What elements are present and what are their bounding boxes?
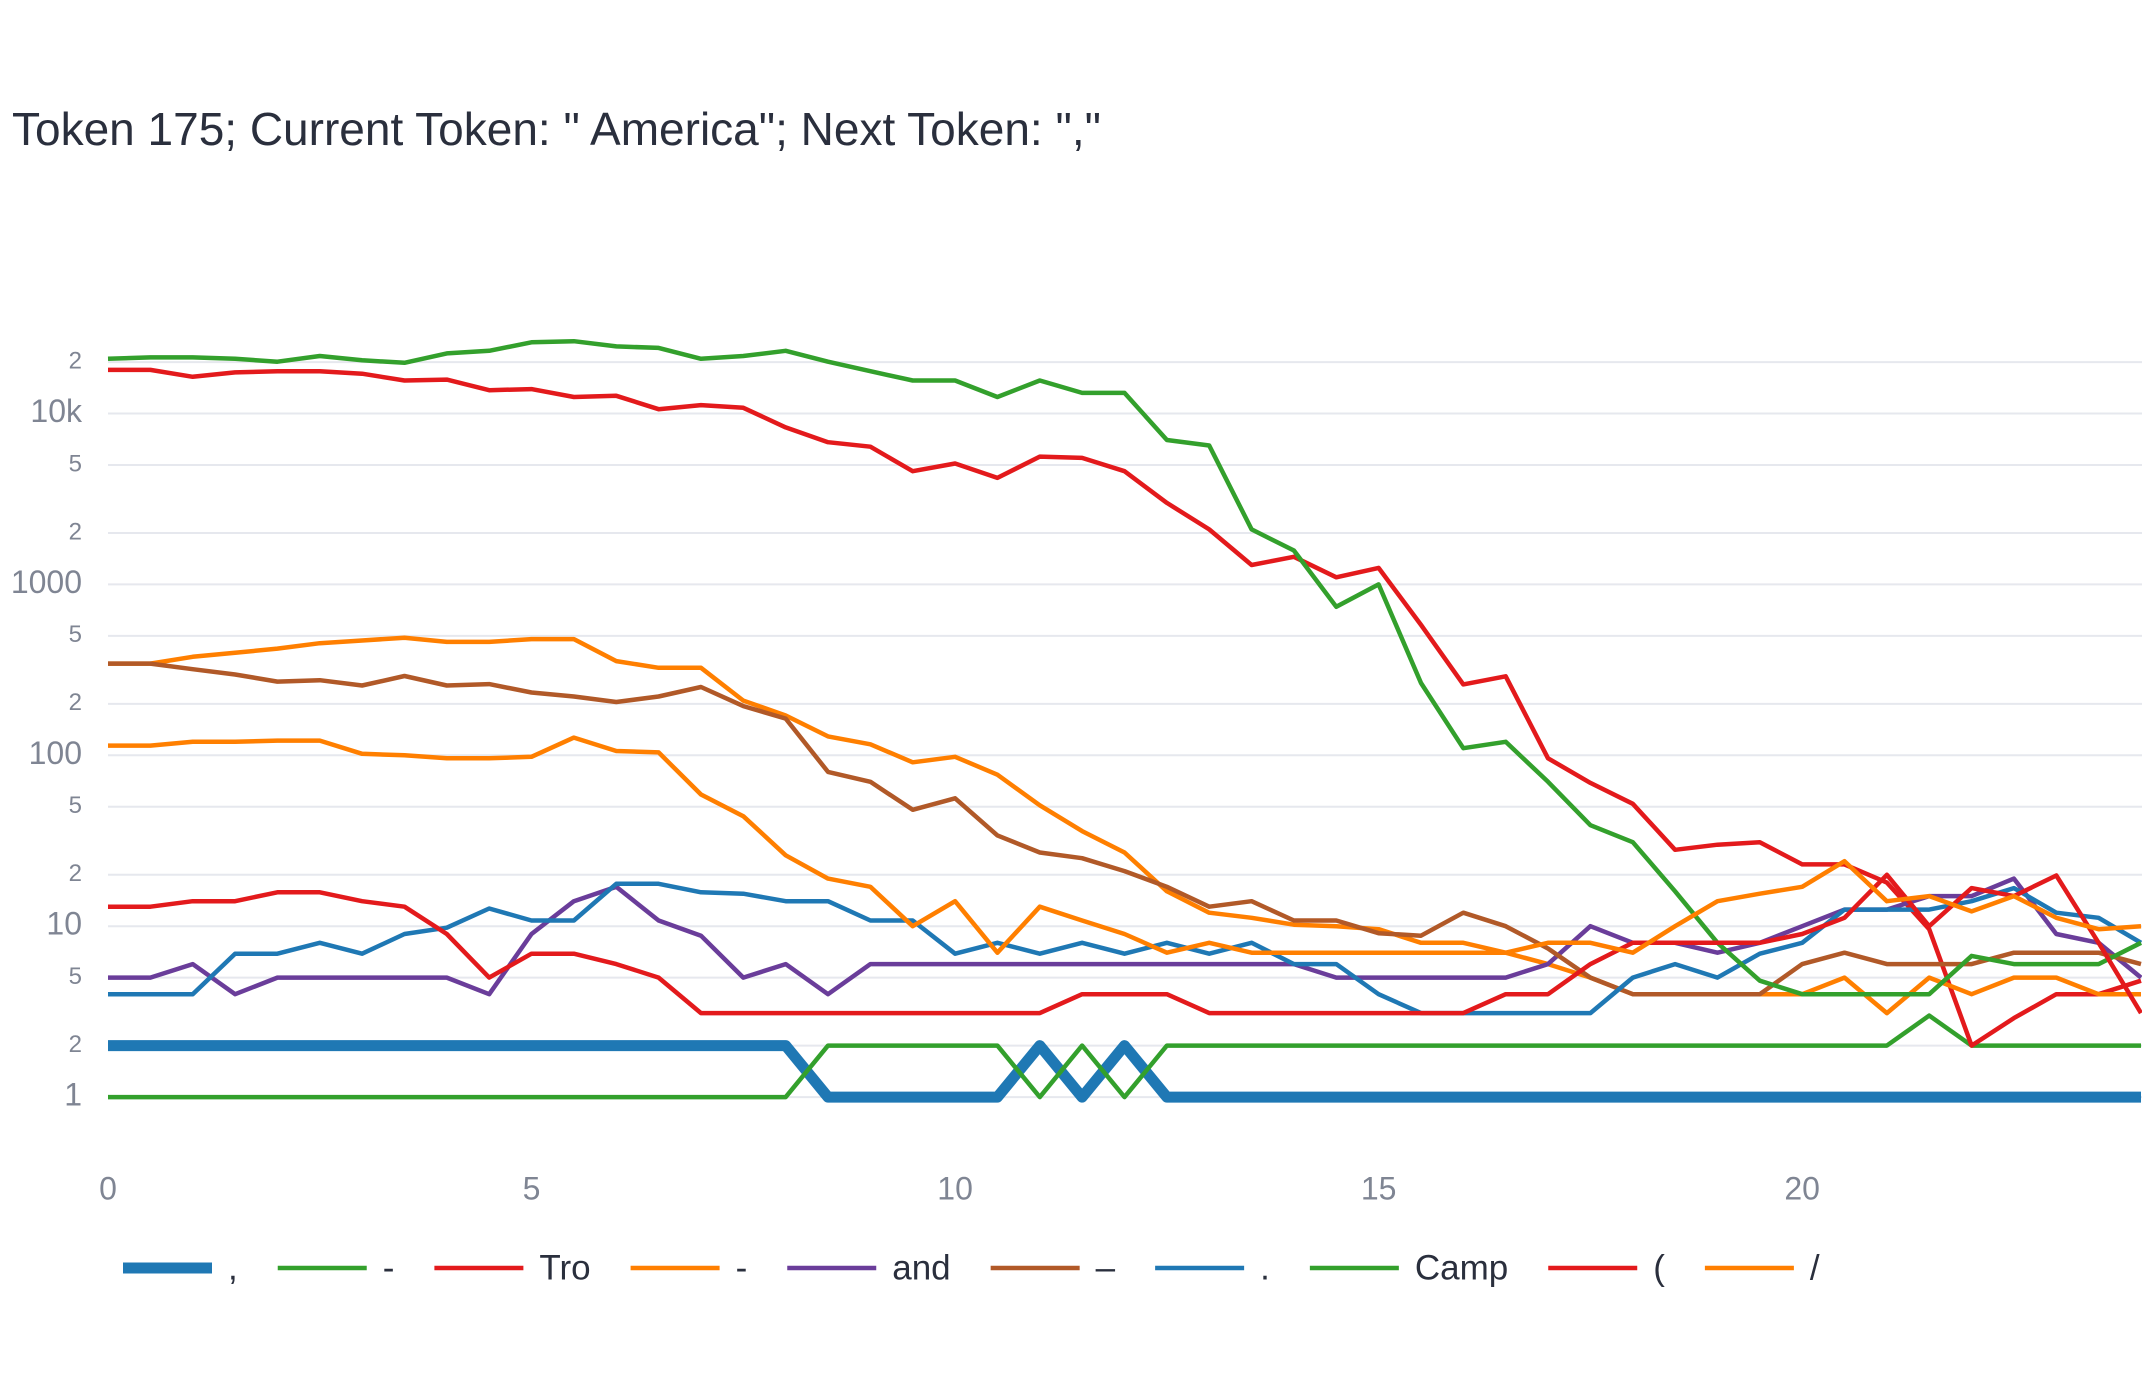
legend-label: and [892,1248,950,1287]
legend-label: . [1260,1248,1270,1287]
x-tick-label: 5 [523,1170,541,1206]
legend-label: Camp [1415,1248,1508,1287]
y-tick-label: 5 [69,792,82,819]
x-tick-label: 0 [99,1170,117,1206]
series-line [108,881,2142,1016]
y-tick-label: 5 [69,621,82,648]
y-tick-label: 10 [46,906,82,942]
series-line [108,367,2142,1048]
series-line [108,1040,2141,1103]
y-tick-label: 2 [69,347,82,374]
legend: , - Tro - and –. Camp ( / [123,1248,1820,1287]
x-tick-label: 10 [937,1170,973,1206]
series-line [108,661,2142,997]
series-line [108,872,2142,1016]
chart-title: Token 175; Current Token: " America"; Ne… [12,103,1101,155]
y-tick-label: 5 [69,963,82,990]
y-tick-label: 2 [69,1031,82,1058]
y-tick-label: 5 [69,450,82,477]
y-tick-label: 100 [29,735,82,771]
legend-label: – [1096,1248,1116,1287]
legend-label: - [383,1248,395,1287]
series-line [107,338,2142,997]
legend-label: / [1810,1248,1820,1287]
series-line [108,1013,2141,1100]
y-tick-label: 2 [69,860,82,887]
legend-label: ( [1653,1248,1665,1287]
plot-area [107,338,2142,1103]
legend-label: - [736,1248,748,1287]
x-tick-label: 15 [1361,1170,1397,1206]
legend-label: , [228,1248,238,1287]
y-tick-label: 1 [64,1077,82,1113]
series-line [108,876,2142,997]
y-tick-label: 2 [69,689,82,716]
legend-label: Tro [539,1248,590,1287]
y-tick-label: 1000 [11,564,82,600]
series-line [108,735,2142,955]
x-tick-label: 20 [1784,1170,1820,1206]
y-tick-label: 10k [30,393,83,429]
y-tick-label: 2 [69,518,82,545]
